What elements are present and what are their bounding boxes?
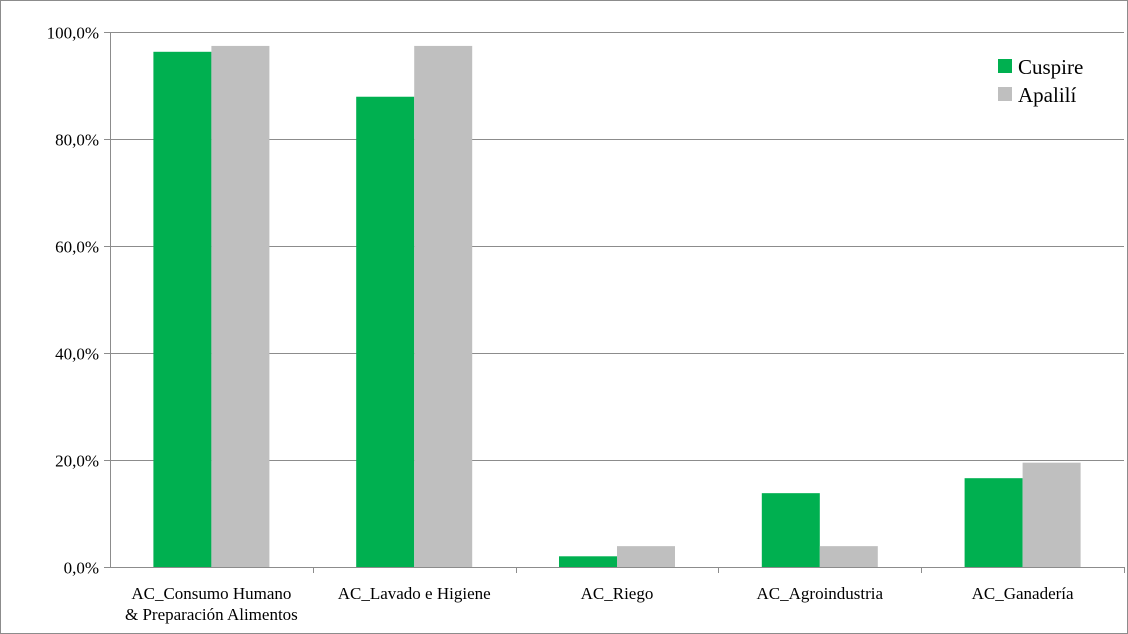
axes [104,32,1125,573]
y-tick-labels: 0,0% 20,0% 40,0% 60,0% 80,0% 100,0% [47,24,99,578]
x-category-labels: AC_Consumo Humano & Preparación Alimentos… [125,584,1074,624]
bar-cuspire-3 [761,493,820,567]
bar-cuspire-2 [559,556,617,567]
bar-cuspire-1 [356,96,415,568]
bars [153,45,1081,568]
bar-apalil--0 [211,45,270,568]
x-category-label: AC_Consumo Humano & Preparación Alimentos [125,584,298,624]
bar-apalil--4 [1022,462,1081,567]
y-tick-label: 0,0% [64,559,99,578]
y-tick-label: 80,0% [55,131,99,150]
x-category-label: AC_Agroindustria [757,584,884,603]
bar-apalil--3 [819,546,878,567]
bar-apalil--2 [617,546,675,567]
gridlines [110,32,1124,461]
legend-label: Cuspire [1018,55,1083,79]
legend-swatch [998,59,1012,73]
x-category-label: AC_Riego [581,584,654,603]
y-tick-label: 60,0% [55,238,99,257]
y-tick-label: 20,0% [55,452,99,471]
bar-apalil--1 [414,45,473,568]
bar-cuspire-0 [153,51,212,568]
legend-swatch [998,87,1012,101]
x-category-label: AC_Ganadería [972,584,1074,603]
y-tick-label: 40,0% [55,345,99,364]
legend-label: Apalilí [1018,83,1076,107]
legend: Cuspire Apalilí [998,55,1083,107]
bar-cuspire-4 [964,478,1023,567]
x-category-label: AC_Lavado e Higiene [338,584,491,603]
y-tick-label: 100,0% [47,24,99,43]
